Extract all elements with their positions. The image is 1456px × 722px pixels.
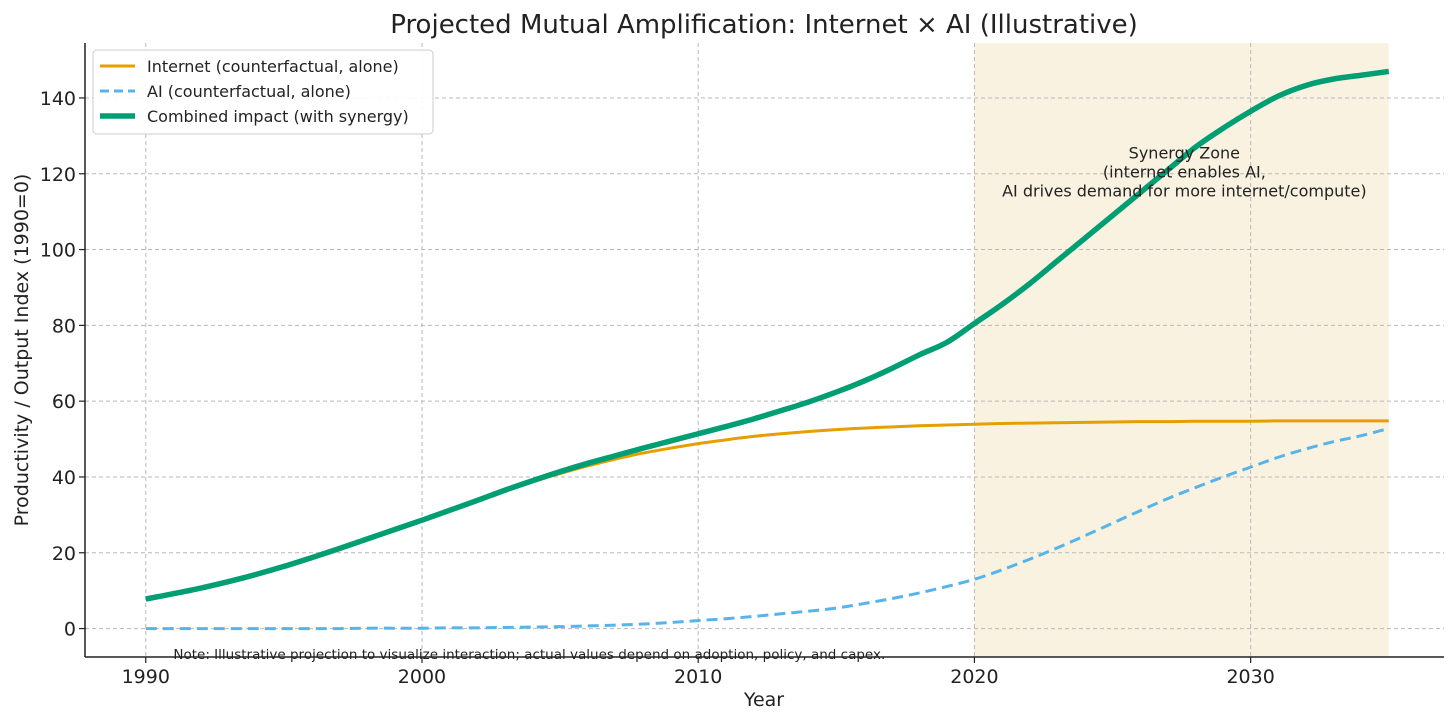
x-tick-label: 1990	[122, 666, 170, 688]
legend-label: AI (counterfactual, alone)	[147, 82, 351, 101]
annotation-line: (internet enables AI,	[1103, 163, 1266, 182]
annotations: Synergy Zone (internet enables AI, AI driv…	[1002, 144, 1367, 201]
legend-label: Internet (counterfactual, alone)	[147, 57, 399, 76]
x-axis-title: Year	[743, 689, 784, 711]
series-line-combined-impact	[145, 68, 1390, 602]
series-line-ai	[145, 427, 1390, 631]
x-tick-label: 2000	[398, 666, 446, 688]
y-tick-label: 40	[52, 467, 76, 489]
x-ticks: 1990 2000 2010 2020 2030	[122, 657, 1275, 688]
annotation-line: AI drives demand for more internet/compu…	[1002, 182, 1367, 201]
synergy-zone	[974, 43, 1389, 657]
synergy-zone-layer	[974, 43, 1389, 657]
grid	[85, 43, 1444, 657]
y-axis-title: Productivity / Output Index (1990=0)	[11, 174, 33, 527]
legend-box	[92, 49, 434, 135]
y-tick-label: 120	[40, 164, 76, 186]
y-tick-label: 60	[52, 391, 76, 413]
y-tick-label: 80	[52, 315, 76, 337]
series-layer	[145, 68, 1390, 631]
chart-title: Projected Mutual Amplification: Internet…	[390, 10, 1138, 40]
legend: Internet (counterfactual, alone) AI (coun…	[92, 49, 434, 135]
axes	[84, 43, 1444, 658]
y-ticks: 0 20 40 60 80 100 120 140	[40, 88, 85, 641]
x-tick-label: 2020	[950, 666, 998, 688]
x-tick-label: 2010	[674, 666, 722, 688]
legend-label: Combined impact (with synergy)	[147, 107, 409, 126]
annotation-line: Synergy Zone	[1129, 144, 1240, 163]
y-tick-label: 100	[40, 240, 76, 262]
y-tick-label: 0	[64, 619, 76, 641]
y-tick-label: 20	[52, 543, 76, 565]
synergy-zone-label: Synergy Zone (internet enables AI, AI driv…	[1002, 144, 1367, 201]
x-tick-label: 2030	[1226, 666, 1274, 688]
y-tick-label: 140	[40, 88, 76, 110]
legend-items: Internet (counterfactual, alone) AI (coun…	[100, 57, 409, 126]
chart-note: Note: Illustrative projection to visuali…	[173, 647, 885, 663]
